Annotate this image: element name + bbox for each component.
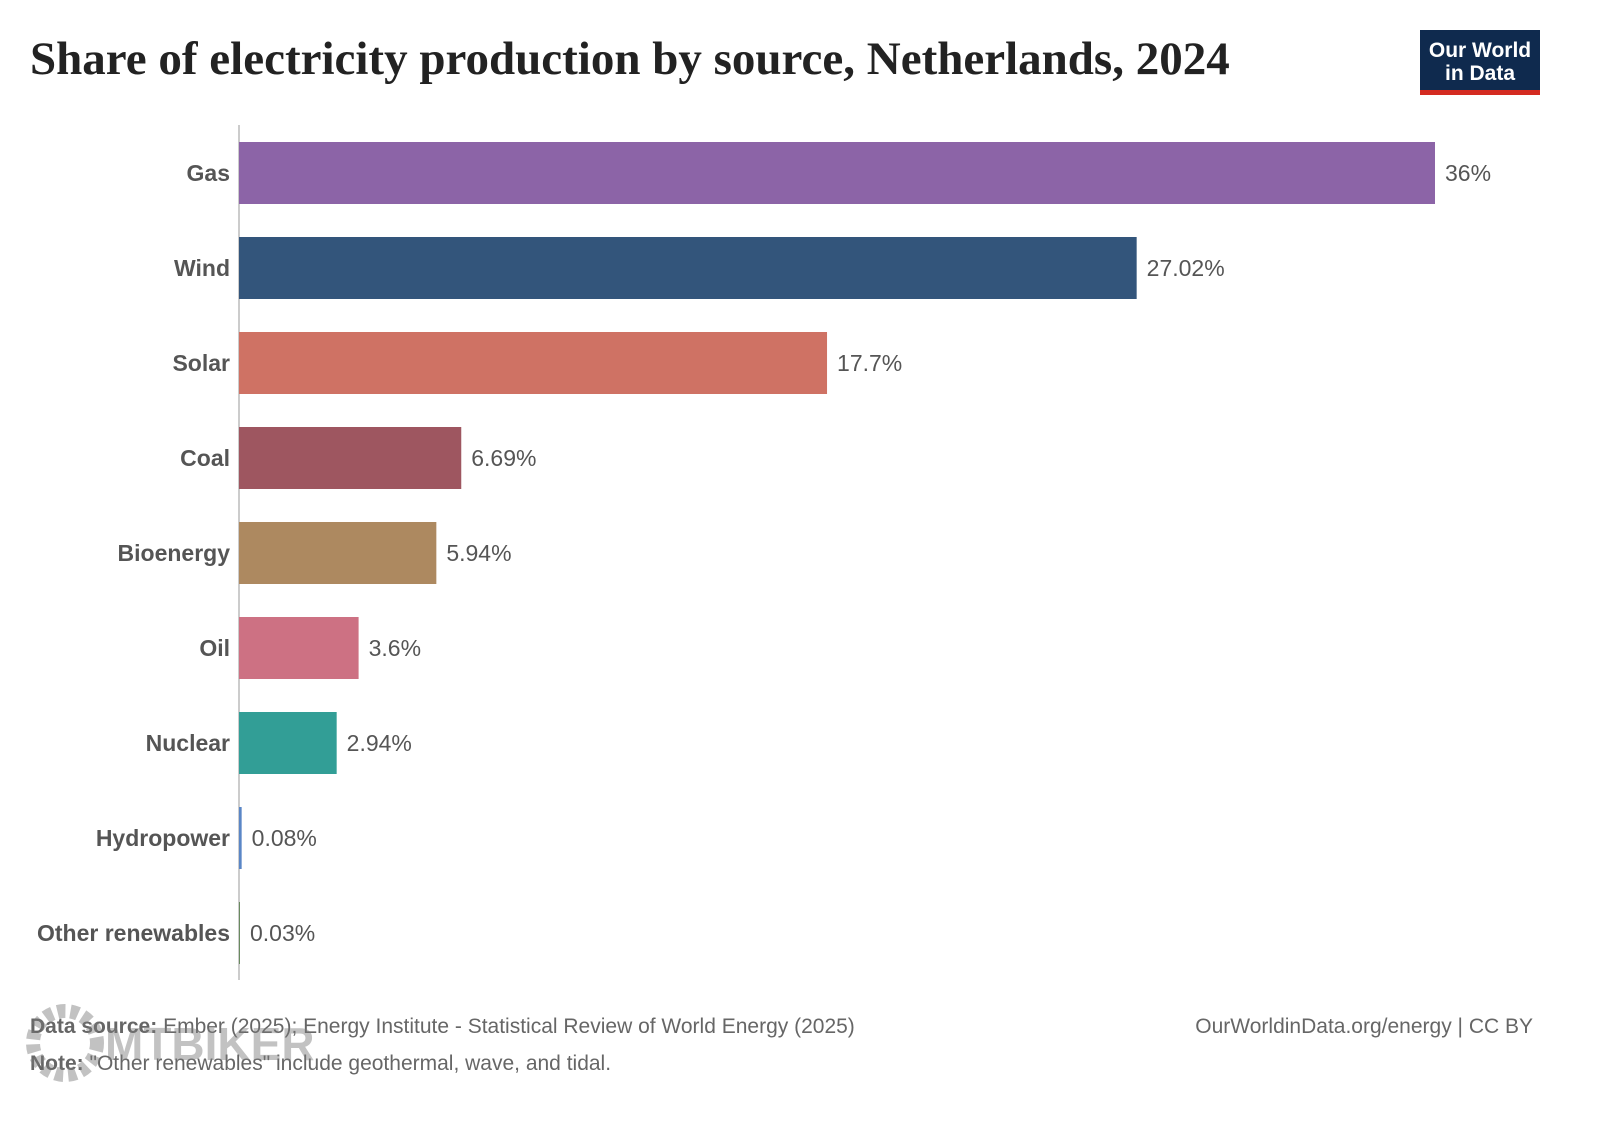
category-label: Hydropower [96,825,230,851]
bar [239,807,242,869]
source-label: Data source: [30,1015,157,1038]
value-label: 0.08% [252,825,317,851]
category-label: Other renewables [37,920,230,946]
value-label: 2.94% [347,730,412,756]
bar [239,902,240,964]
category-label: Bioenergy [118,540,231,566]
bar [239,522,437,584]
category-label: Coal [180,445,230,471]
note: Note: "Other renewables" include geother… [30,1052,611,1075]
source-text: Ember (2025); Energy Institute - Statist… [163,1015,855,1038]
credit: OurWorldinData.org/energy | CC BY [1195,1015,1533,1038]
note-text: "Other renewables" include geothermal, w… [90,1052,612,1075]
logo-text: Our World [1429,39,1531,62]
value-label: 6.69% [471,445,536,471]
value-label: 17.7% [837,350,902,376]
bar [239,332,828,394]
source: Data source: Ember (2025); Energy Instit… [30,1015,855,1038]
bar [239,712,337,774]
note-label: Note: [30,1052,84,1075]
value-label: 3.6% [369,635,421,661]
logo-box [1420,30,1540,90]
logo: Our World in Data [1420,30,1540,95]
watermark-icon [26,1004,104,1082]
logo-text: in Data [1445,62,1515,85]
bar [239,142,1435,204]
category-label: Gas [187,160,230,186]
bar [239,237,1137,299]
category-label: Solar [172,350,230,376]
bar [239,617,359,679]
chart-title: Share of electricity production by sourc… [30,33,1230,85]
value-label: 27.02% [1147,255,1225,281]
category-label: Wind [174,255,230,281]
watermark: MTBIKER [26,1004,315,1082]
category-label: Nuclear [146,730,230,756]
bar [239,427,462,489]
value-label: 5.94% [446,540,511,566]
logo-bar [1420,90,1540,95]
bars: Gas 36% Wind 27.02% Solar 17.7% Coal 6.69% Bioen… [37,142,1491,964]
value-label: 0.03% [250,920,315,946]
watermark-text: MTBIKER [105,1018,315,1070]
value-label: 36% [1445,160,1491,186]
category-label: Oil [199,635,230,661]
